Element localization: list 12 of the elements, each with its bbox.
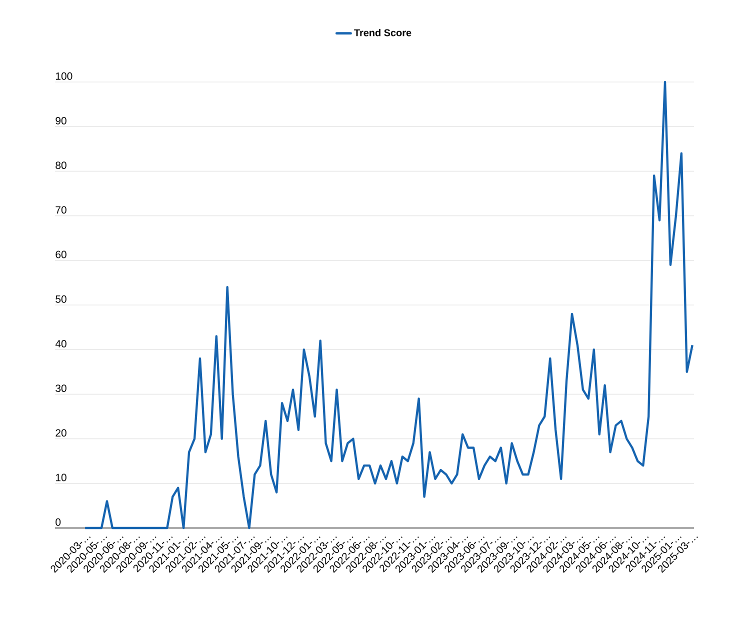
y-tick-label: 40 xyxy=(55,340,66,348)
legend-label: Trend Score xyxy=(354,28,412,36)
y-tick-label: 70 xyxy=(56,206,66,214)
y-tick-label: 30 xyxy=(56,384,66,392)
y-tick-label: 0 xyxy=(56,518,61,526)
y-tick-label: 50 xyxy=(56,295,66,303)
y-tick-label: 100 xyxy=(56,72,72,80)
y-tick-label: 80 xyxy=(56,162,66,170)
y-tick-label: 90 xyxy=(56,117,66,124)
y-tick-label: 10 xyxy=(56,474,66,482)
y-tick-label: 60 xyxy=(56,250,66,258)
y-tick-label: 20 xyxy=(56,429,66,437)
